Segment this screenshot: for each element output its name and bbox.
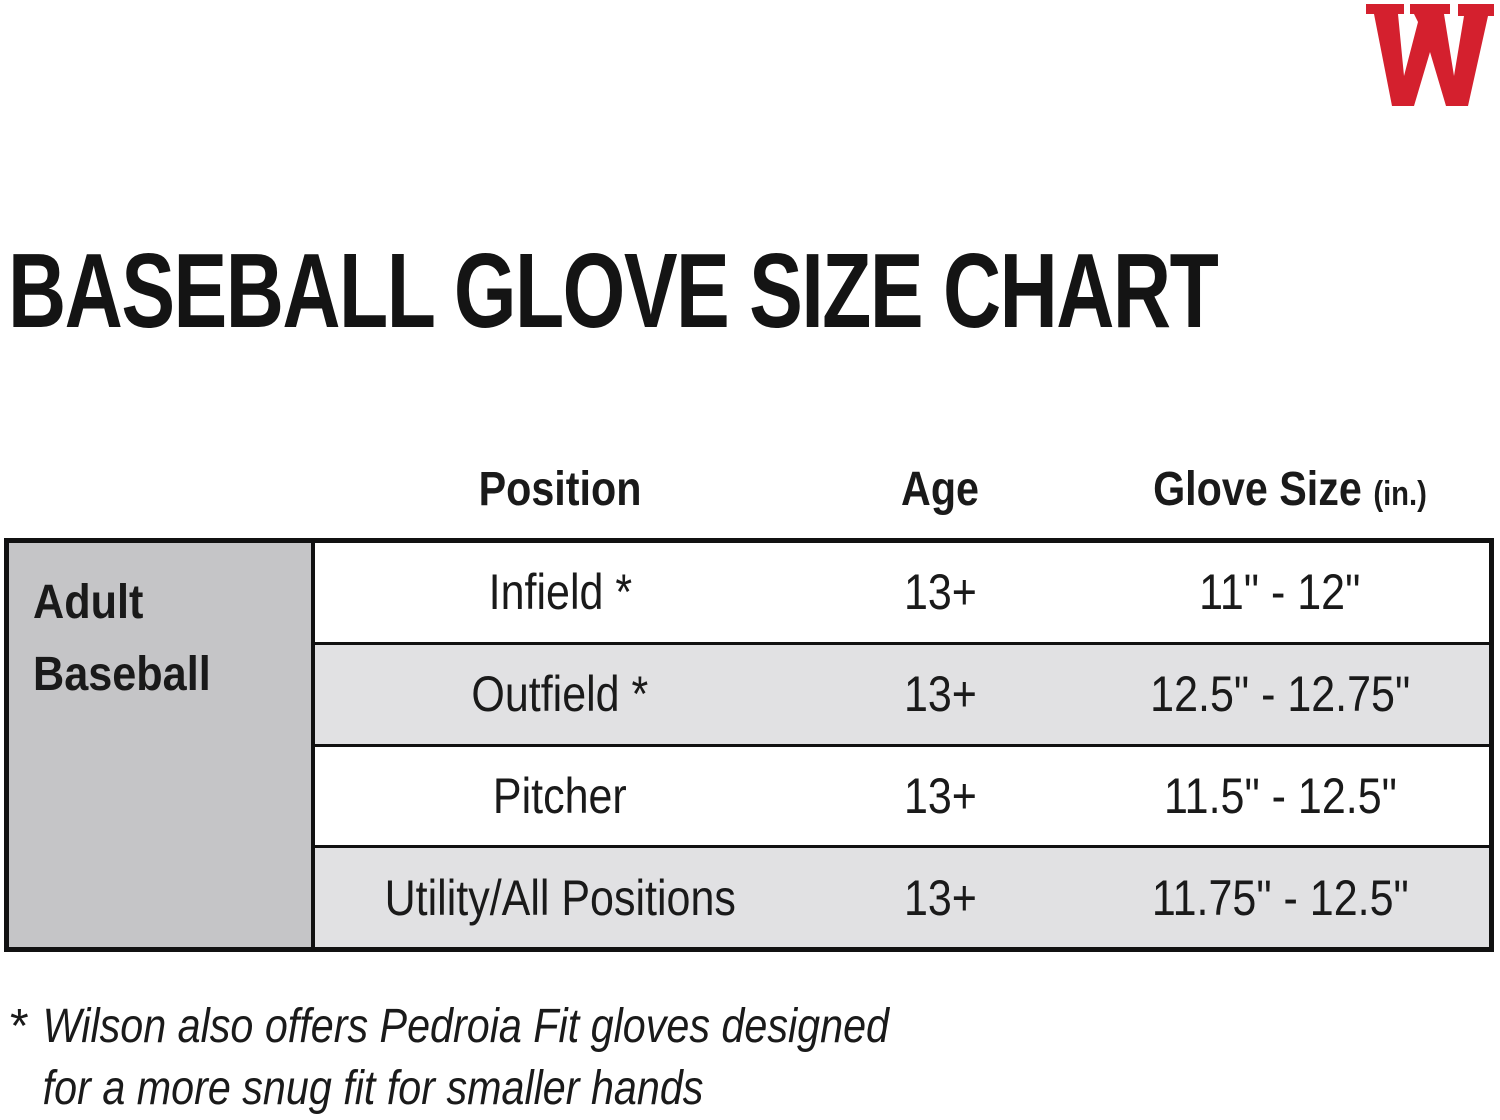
age-cell: 13+ — [805, 563, 1075, 621]
glove-size-unit: (in.) — [1373, 475, 1427, 513]
glove-size-cell: 11" - 12" — [1075, 563, 1485, 621]
age-cell: 13+ — [805, 665, 1075, 723]
age-text: 13+ — [903, 666, 977, 723]
group-label-line1: Adult — [33, 576, 144, 629]
position-text: Utility/All Positions — [384, 869, 736, 926]
footnote-line-1: Wilson also offers Pedroia Fit gloves de… — [42, 1000, 889, 1053]
position-cell: Pitcher — [315, 767, 805, 825]
glove-size-cell: 11.5" - 12.5" — [1075, 767, 1485, 825]
age-text: 13+ — [903, 767, 977, 824]
table-row: Outfield * 13+ 12.5" - 12.75" — [315, 641, 1489, 744]
footnote: * Wilson also offers Pedroia Fit gloves … — [10, 996, 1032, 1120]
glove-size-text: 12.5" - 12.75" — [1149, 666, 1411, 723]
position-text: Outfield * — [471, 666, 649, 723]
glove-size-cell: 11.75" - 12.5" — [1075, 869, 1485, 927]
group-cell-adult-baseball: Adult Baseball — [9, 543, 315, 947]
position-cell: Utility/All Positions — [315, 869, 805, 927]
column-header-glove-size: Glove Size (in.) — [1118, 462, 1462, 522]
age-text: 13+ — [903, 869, 977, 926]
position-text: Pitcher — [493, 767, 627, 824]
group-label-line2: Baseball — [33, 648, 211, 701]
age-text: 13+ — [903, 564, 977, 621]
footnote-line-2: for a more snug fit for smaller hands — [42, 1062, 704, 1115]
glove-size-text: 11.75" - 12.5" — [1151, 869, 1409, 926]
position-cell: Infield * — [315, 563, 805, 621]
position-cell: Outfield * — [315, 665, 805, 723]
age-cell: 13+ — [805, 869, 1075, 927]
glove-size-cell: 12.5" - 12.75" — [1075, 665, 1485, 723]
age-cell: 13+ — [805, 767, 1075, 825]
table-row: Utility/All Positions 13+ 11.75" - 12.5" — [315, 845, 1489, 947]
size-chart-table: Adult Baseball Infield * 13+ 11" - 12" O… — [4, 538, 1494, 952]
page-title: BASEBALL GLOVE SIZE CHART — [8, 232, 1219, 350]
position-text: Infield * — [488, 564, 632, 621]
column-header-age: Age — [901, 463, 979, 516]
wilson-w-logo-icon — [1366, 4, 1494, 106]
glove-size-text: 11" - 12" — [1199, 564, 1361, 621]
footnote-asterisk: * — [10, 1000, 29, 1053]
glove-size-text: 11.5" - 12.5" — [1163, 767, 1397, 824]
table-row: Pitcher 13+ 11.5" - 12.5" — [315, 743, 1489, 846]
glove-size-label: Glove Size — [1153, 463, 1362, 516]
column-header-position: Position — [478, 463, 642, 516]
table-row: Infield * 13+ 11" - 12" — [315, 543, 1489, 642]
table-rows: Infield * 13+ 11" - 12" Outfield * 13+ 1… — [315, 543, 1489, 947]
